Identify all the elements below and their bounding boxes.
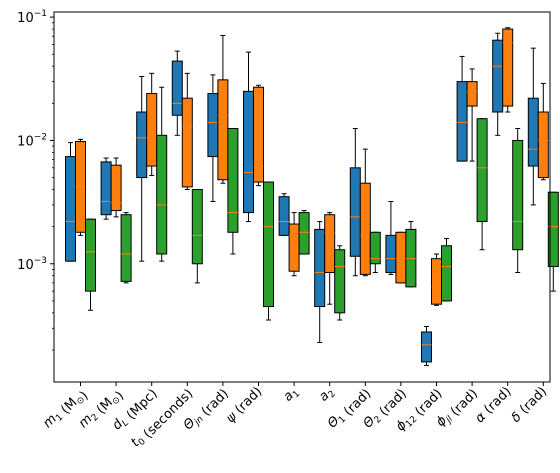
box-group [512,127,524,273]
box-group [146,72,158,176]
box [156,134,168,255]
x-category-label: a2 [316,384,338,406]
box-group [75,138,86,236]
box [181,97,193,188]
box-group [100,157,112,220]
box-group [156,86,168,262]
box [65,156,76,262]
box-group [314,221,326,343]
box [334,249,346,314]
box-group [253,84,264,187]
y-tick-label: 10−2 [17,132,47,149]
plot-area [65,27,559,366]
x-category-label: ϕjl (rad) [433,384,481,432]
box [492,39,504,113]
box [120,214,132,282]
box-group [207,74,219,202]
box-group [385,200,397,275]
box-group [278,193,290,236]
box [431,258,442,305]
box-group [243,51,254,223]
box-group [547,191,559,292]
box [395,231,407,284]
box [512,139,524,251]
box-group [171,50,183,136]
x-category-label: α (rad) [473,384,515,426]
box [191,189,203,265]
box [278,196,290,236]
box [85,218,96,292]
x-category-label: ψ (rad) [223,384,265,426]
box [547,191,559,268]
box [207,93,219,158]
box-group [324,212,336,305]
box [171,60,183,116]
box [466,81,478,107]
box-group [136,75,148,262]
box [100,161,112,216]
y-axis: 10−3 10−2 10−1 [17,9,54,351]
box-group [369,231,381,273]
box [456,81,468,162]
box [369,231,381,265]
box-group [263,181,274,321]
box-group [502,27,514,113]
box-group [492,32,504,136]
box [527,97,539,167]
box-group [120,212,132,284]
y-tick-label: 10−3 [17,256,47,273]
box-group [466,68,478,162]
box-group [405,221,417,288]
box-group [181,72,193,191]
box-group [85,218,96,311]
box-group [110,157,122,218]
box-group [349,127,361,277]
box-group [476,118,488,251]
box-group [288,212,300,277]
box-group [431,253,442,306]
x-category-label: a1 [281,384,303,406]
box [263,181,274,308]
box [537,111,549,179]
box [405,228,417,288]
box [359,182,371,275]
axes-frame [53,11,551,383]
x-category-label: m1 (M⊙) [40,384,91,435]
box-group [441,238,452,302]
box-group [537,82,549,181]
box [136,111,148,179]
y-tick-label: 10−1 [17,9,47,26]
box [476,118,488,223]
box [421,331,432,363]
box [146,93,158,167]
box [502,28,514,107]
x-category-label: δ (rad) [509,384,551,426]
box-group [527,47,539,206]
box [349,167,361,257]
box [324,214,336,273]
box-group [227,127,239,255]
box-group [191,189,203,284]
box [253,86,264,183]
box-group [456,55,468,162]
box [227,127,239,233]
box-group [421,326,432,366]
box [314,228,326,308]
box [441,245,452,302]
box-group [298,210,310,255]
box-group [65,142,76,262]
box-group [334,245,346,321]
box [298,212,310,255]
box-group [217,34,229,184]
box [385,234,397,273]
box [243,90,254,214]
x-axis: m1 (M⊙)m2 (M⊙)dL (Mpc)t0 (seconds)Θjn (r… [40,382,551,450]
box-group [395,231,407,284]
box [110,164,122,212]
box [217,79,229,181]
box-group [359,148,371,277]
box [288,223,300,272]
